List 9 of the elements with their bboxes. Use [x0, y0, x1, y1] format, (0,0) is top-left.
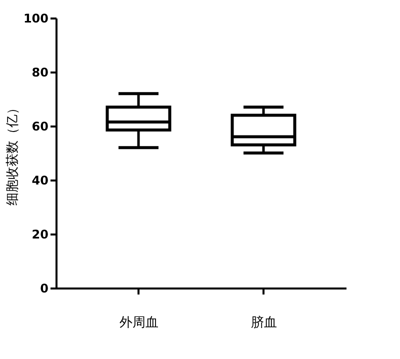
y-axis-title: 细胞收获数（亿）: [5, 102, 20, 206]
y-tick-label: 20: [32, 228, 48, 242]
y-tick-label: 0: [40, 282, 48, 296]
y-tick-label: 60: [32, 120, 48, 134]
x-tick-label: 外周血: [120, 316, 158, 330]
y-tick-label: 100: [23, 12, 48, 26]
y-tick-label: 40: [32, 174, 48, 188]
y-tick-label: 80: [32, 66, 48, 80]
x-tick-label: 脐血: [251, 316, 277, 330]
